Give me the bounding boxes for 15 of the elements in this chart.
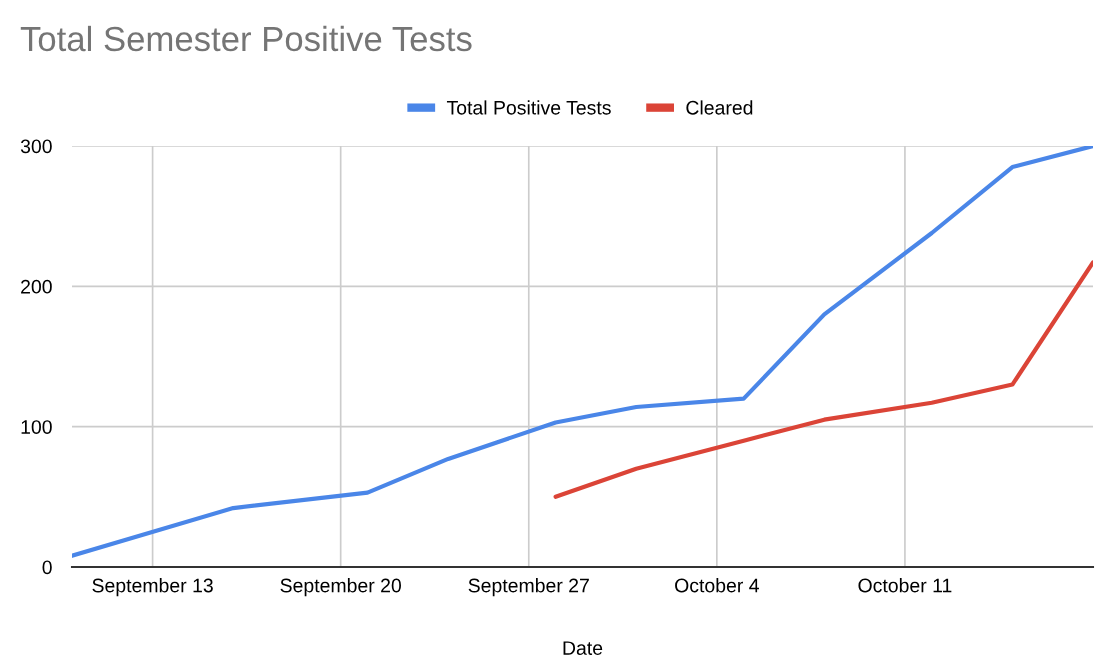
x-tick-label: October 11 bbox=[858, 578, 952, 593]
y-tick-label: 100 bbox=[21, 420, 52, 434]
x-tick-label: September 20 bbox=[280, 578, 401, 597]
y-tick-label: 0 bbox=[42, 560, 52, 575]
x-axis-title: Date bbox=[563, 641, 603, 655]
chart-title: Total Semester Positive Tests bbox=[20, 25, 472, 52]
x-tick-label: September 27 bbox=[468, 578, 589, 597]
x-tick-label: October 4 bbox=[675, 578, 759, 593]
legend-label: Cleared bbox=[686, 100, 753, 115]
y-tick-label: 200 bbox=[21, 279, 52, 294]
x-tick-label: September 13 bbox=[92, 578, 213, 597]
legend-label: Total Positive Tests bbox=[446, 100, 611, 115]
y-tick-label: 300 bbox=[20, 139, 52, 154]
line-series bbox=[72, 146, 1093, 558]
line-series bbox=[553, 260, 1093, 499]
